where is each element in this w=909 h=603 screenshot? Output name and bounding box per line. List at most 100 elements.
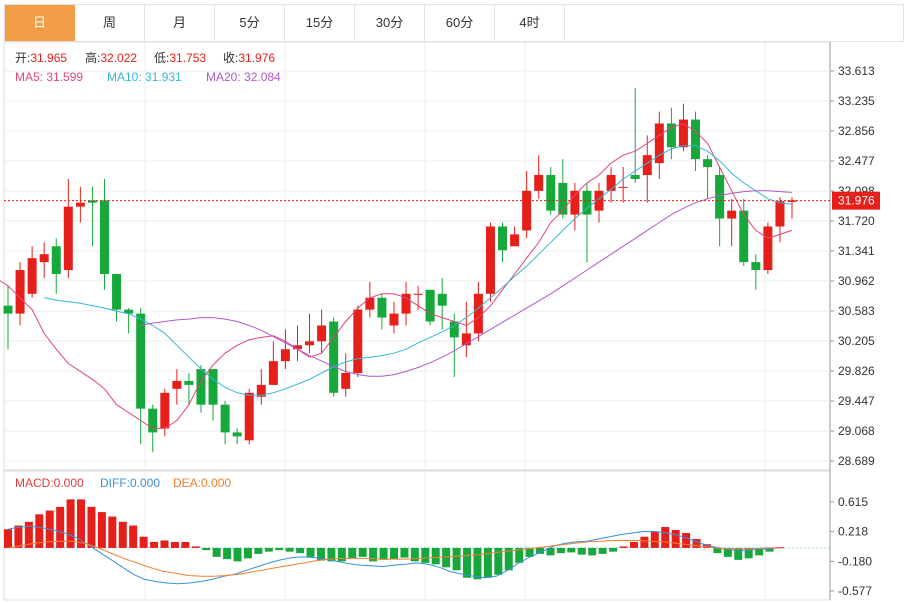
- tab-3[interactable]: 5分: [215, 5, 285, 41]
- macd-bar: [56, 506, 65, 548]
- candle-body: [256, 384, 266, 397]
- ohlc-0: 开:31.965: [15, 51, 67, 65]
- candle-body: [775, 201, 785, 227]
- macd-legend-1: DIFF:0.000: [100, 476, 160, 490]
- y-tick-label: 30.205: [838, 334, 875, 348]
- y-tick-label: 29.826: [838, 364, 875, 378]
- candle-body: [39, 254, 49, 263]
- macd-bar: [421, 547, 430, 563]
- macd-bar: [692, 538, 701, 548]
- y-tick-label: 32.477: [838, 154, 875, 168]
- macd-bar: [598, 547, 607, 554]
- candle-body: [654, 123, 664, 164]
- macd-tick-label: -0.577: [838, 584, 872, 598]
- candle-body: [148, 408, 158, 433]
- candle-body: [401, 293, 411, 314]
- macd-bar: [661, 527, 670, 548]
- candle-body: [727, 210, 737, 219]
- macd-bar: [118, 521, 127, 548]
- macd-bar: [139, 536, 148, 548]
- y-tick-label: 30.583: [838, 304, 875, 318]
- candle-body: [136, 313, 146, 409]
- candle-body: [498, 226, 508, 251]
- candle-body: [51, 246, 61, 274]
- candle-body: [437, 293, 447, 306]
- macd-bar: [306, 547, 315, 557]
- macd-tick-label: -0.180: [838, 554, 872, 568]
- macd-bar: [24, 521, 33, 548]
- macd-bar: [682, 532, 691, 548]
- candle-body: [739, 210, 749, 263]
- macd-bar: [233, 547, 242, 562]
- macd-bar: [755, 547, 764, 556]
- tab-2[interactable]: 月: [145, 5, 215, 41]
- macd-bar: [223, 547, 232, 560]
- macd-bar: [515, 547, 524, 563]
- ma-line-ma20: [140, 190, 793, 377]
- tab-1[interactable]: 周: [75, 5, 145, 41]
- candle-body: [413, 293, 423, 295]
- macd-bar: [640, 536, 649, 548]
- y-tick-label: 30.962: [838, 274, 875, 288]
- candle-body: [715, 174, 725, 219]
- candle-body: [510, 234, 520, 247]
- macd-bar: [379, 547, 388, 560]
- candle-body: [751, 262, 761, 271]
- candle-body: [485, 226, 495, 294]
- macd-bar: [202, 547, 211, 551]
- candle-body: [522, 190, 532, 231]
- macd-bar: [254, 547, 263, 554]
- macd-legend-0: MACD:0.000: [15, 476, 84, 490]
- macd-legend-2: DEA:0.000: [173, 476, 231, 490]
- candle-body: [3, 305, 13, 314]
- tab-6[interactable]: 60分: [425, 5, 495, 41]
- candle-body: [594, 190, 604, 211]
- candle-body: [570, 190, 580, 215]
- macd-bar: [316, 547, 325, 561]
- candle-body: [244, 392, 254, 441]
- macd-bar: [744, 547, 753, 559]
- candle-body: [87, 200, 97, 203]
- candle-body: [196, 369, 206, 405]
- macd-bar: [264, 547, 273, 552]
- macd-bar: [285, 547, 294, 552]
- candle-body: [172, 380, 182, 389]
- macd-bar: [734, 547, 743, 560]
- macd-bar: [35, 514, 44, 548]
- ohlc-3: 收:31.976: [223, 51, 275, 65]
- ma-legend-1: MA10: 31.931: [107, 70, 182, 84]
- candle-body: [473, 293, 483, 334]
- tab-4[interactable]: 15分: [285, 5, 355, 41]
- candle-body: [341, 373, 351, 389]
- macd-bar: [296, 547, 305, 554]
- candle-body: [582, 190, 592, 215]
- candle-body: [112, 273, 122, 310]
- candle-body: [268, 361, 278, 385]
- macd-bar: [463, 547, 472, 578]
- tab-0[interactable]: 日: [5, 5, 75, 41]
- macd-pane-frame: [3, 470, 831, 601]
- macd-bar: [4, 529, 12, 548]
- macd-bar: [275, 547, 284, 551]
- macd-bar: [181, 541, 190, 548]
- macd-bar: [108, 516, 117, 548]
- tab-5[interactable]: 30分: [355, 5, 425, 41]
- candle-body: [208, 369, 218, 405]
- candle-body: [377, 297, 387, 318]
- macd-bar: [567, 547, 576, 553]
- candle-body: [232, 432, 242, 437]
- macd-bar: [87, 506, 96, 548]
- candle-body: [534, 174, 544, 191]
- tab-7[interactable]: 4时: [495, 5, 565, 41]
- macd-bar: [97, 512, 106, 548]
- candle-body: [618, 186, 628, 188]
- macd-bar: [650, 531, 659, 548]
- dea-line: [7, 540, 780, 577]
- macd-bar: [337, 547, 346, 562]
- macd-bar: [66, 499, 75, 548]
- macd-bar: [369, 547, 378, 562]
- macd-bar: [442, 547, 451, 568]
- last-price-label: 31.976: [838, 194, 875, 208]
- candle-body: [763, 226, 773, 271]
